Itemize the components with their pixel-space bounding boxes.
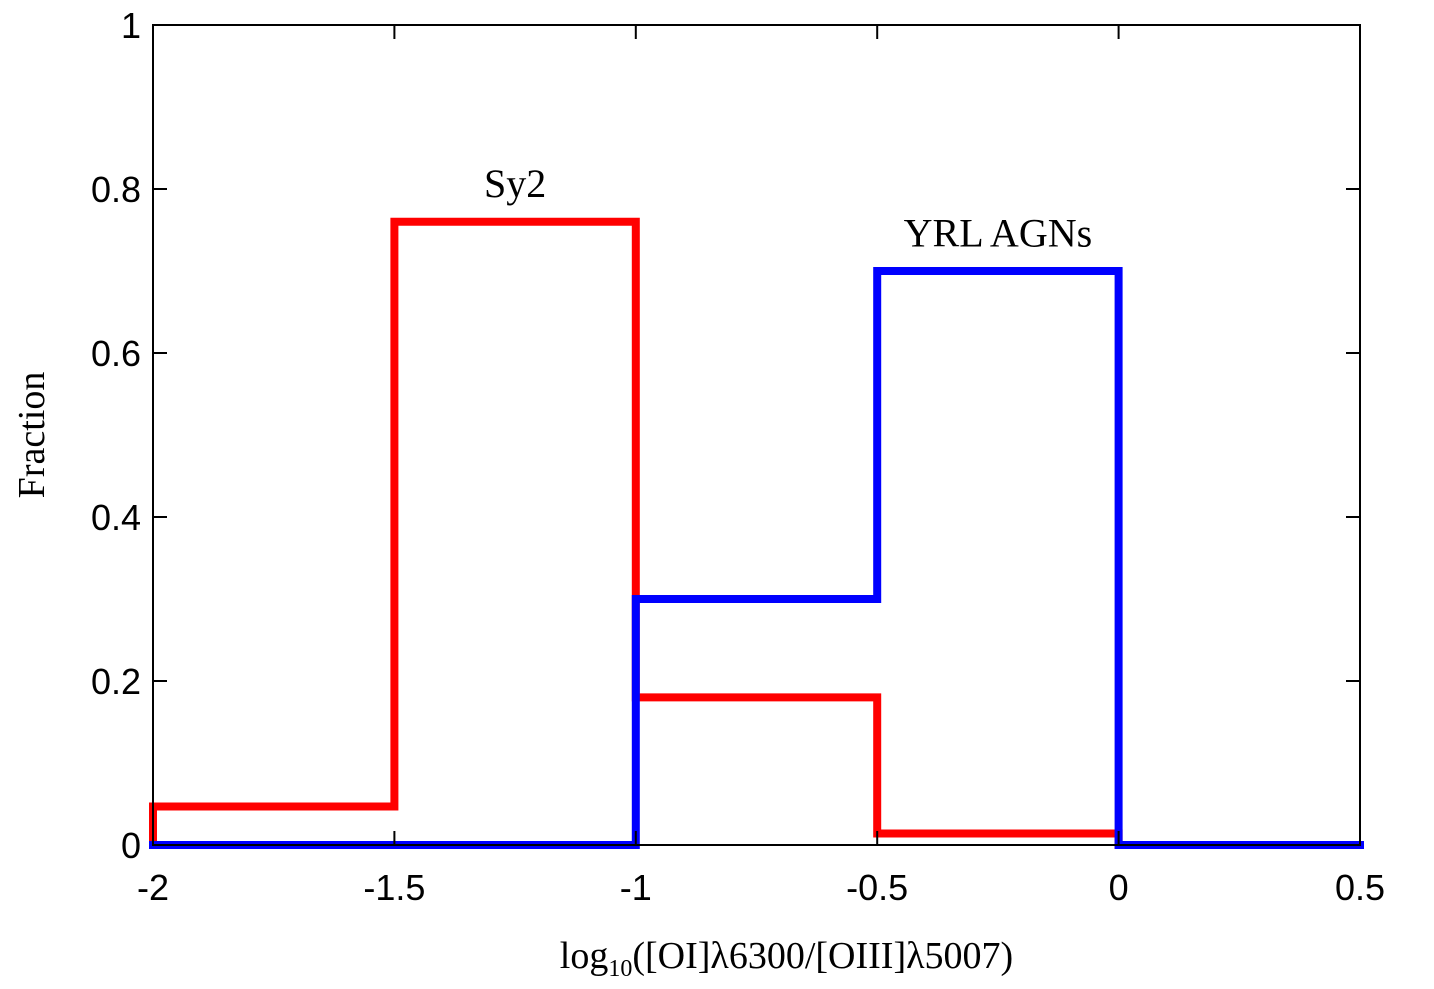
x-tick-label: 0 xyxy=(1109,867,1129,908)
plot-frame xyxy=(152,24,1361,846)
x-axis-title-subscript: 10 xyxy=(608,956,632,982)
series-sy2-line xyxy=(149,217,1364,849)
x-tick-label: -0.5 xyxy=(846,867,908,908)
x-tick-label: -1.5 xyxy=(363,867,425,908)
y-tick-label: 1 xyxy=(121,5,141,46)
y-axis-title: Fraction xyxy=(11,372,53,499)
y-tick-label: 0.8 xyxy=(91,169,141,210)
y-tick-label: 0.4 xyxy=(91,497,141,538)
x-axis-title-prefix: log xyxy=(560,935,609,977)
x-tick-label: -2 xyxy=(137,867,169,908)
series-layer xyxy=(149,217,1364,849)
x-tick-label: 0.5 xyxy=(1335,867,1385,908)
x-tick-label: -1 xyxy=(620,867,652,908)
y-tick-label: 0 xyxy=(121,825,141,866)
y-tick-label: 0.2 xyxy=(91,661,141,702)
annotation-sy2: Sy2 xyxy=(484,161,546,206)
x-axis-title-rest: ([OI]λ6300/[OIII]λ5007) xyxy=(632,935,1013,977)
annotation-yrl-agns: YRL AGNs xyxy=(904,210,1093,255)
y-tick-label: 0.6 xyxy=(91,333,141,374)
x-axis-title: log10([OI]λ6300/[OIII]λ5007) xyxy=(560,935,1013,982)
annotation-layer: Sy2 YRL AGNs xyxy=(484,161,1092,255)
series-yrl-agns-line xyxy=(149,267,1364,849)
tick-layer: -2 -1.5 -1 -0.5 0 0.5 0 0.2 0.4 0.6 0.8 1 xyxy=(91,5,1385,908)
